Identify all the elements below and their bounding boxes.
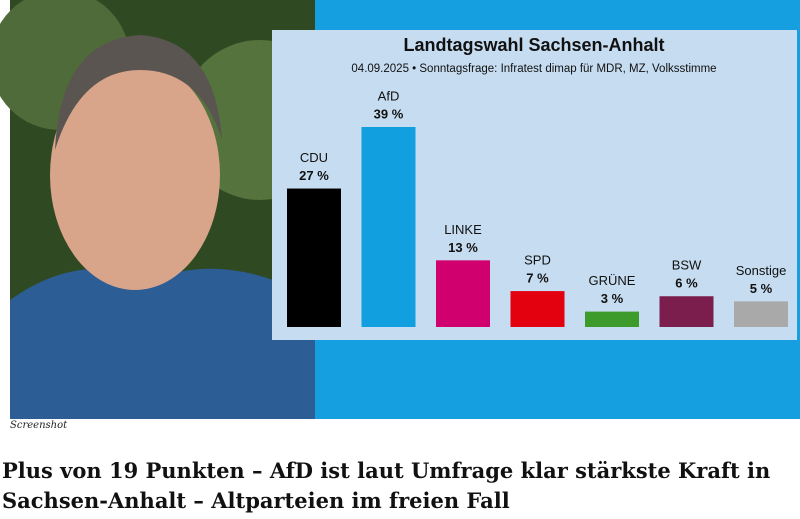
value-label: 5 % [750, 281, 773, 296]
value-label: 39 % [374, 106, 404, 121]
value-label: 13 % [448, 240, 478, 255]
bar [361, 127, 416, 327]
chart-subtitle: 04.09.2025 • Sonntagsfrage: Infratest di… [351, 63, 716, 75]
category-label: Sonstige [736, 263, 787, 278]
value-label: 6 % [675, 276, 698, 291]
category-label: SPD [524, 253, 551, 268]
value-label: 3 % [601, 291, 624, 306]
category-label: LINKE [444, 222, 482, 237]
caption: Screenshot [10, 420, 68, 431]
bar [436, 260, 490, 327]
chart-panel [272, 30, 797, 340]
bar [510, 291, 565, 327]
chart-title: Landtagswahl Sachsen-Anhalt [403, 35, 664, 55]
hair [55, 35, 222, 150]
category-label: BSW [672, 258, 702, 273]
bar [734, 301, 788, 327]
shirt [10, 268, 315, 419]
bar [287, 188, 341, 327]
chart-image: Landtagswahl Sachsen-Anhalt 04.09.2025 •… [0, 0, 800, 419]
value-label: 27 % [299, 168, 329, 183]
face [50, 60, 220, 290]
category-label: CDU [300, 150, 328, 165]
category-label: GRÜNE [589, 273, 636, 288]
value-label: 7 % [526, 271, 549, 286]
headline: Plus von 19 Punkten – AfD ist laut Umfra… [2, 458, 771, 513]
bar [585, 311, 639, 327]
category-label: AfD [378, 88, 400, 103]
bar [659, 296, 714, 327]
